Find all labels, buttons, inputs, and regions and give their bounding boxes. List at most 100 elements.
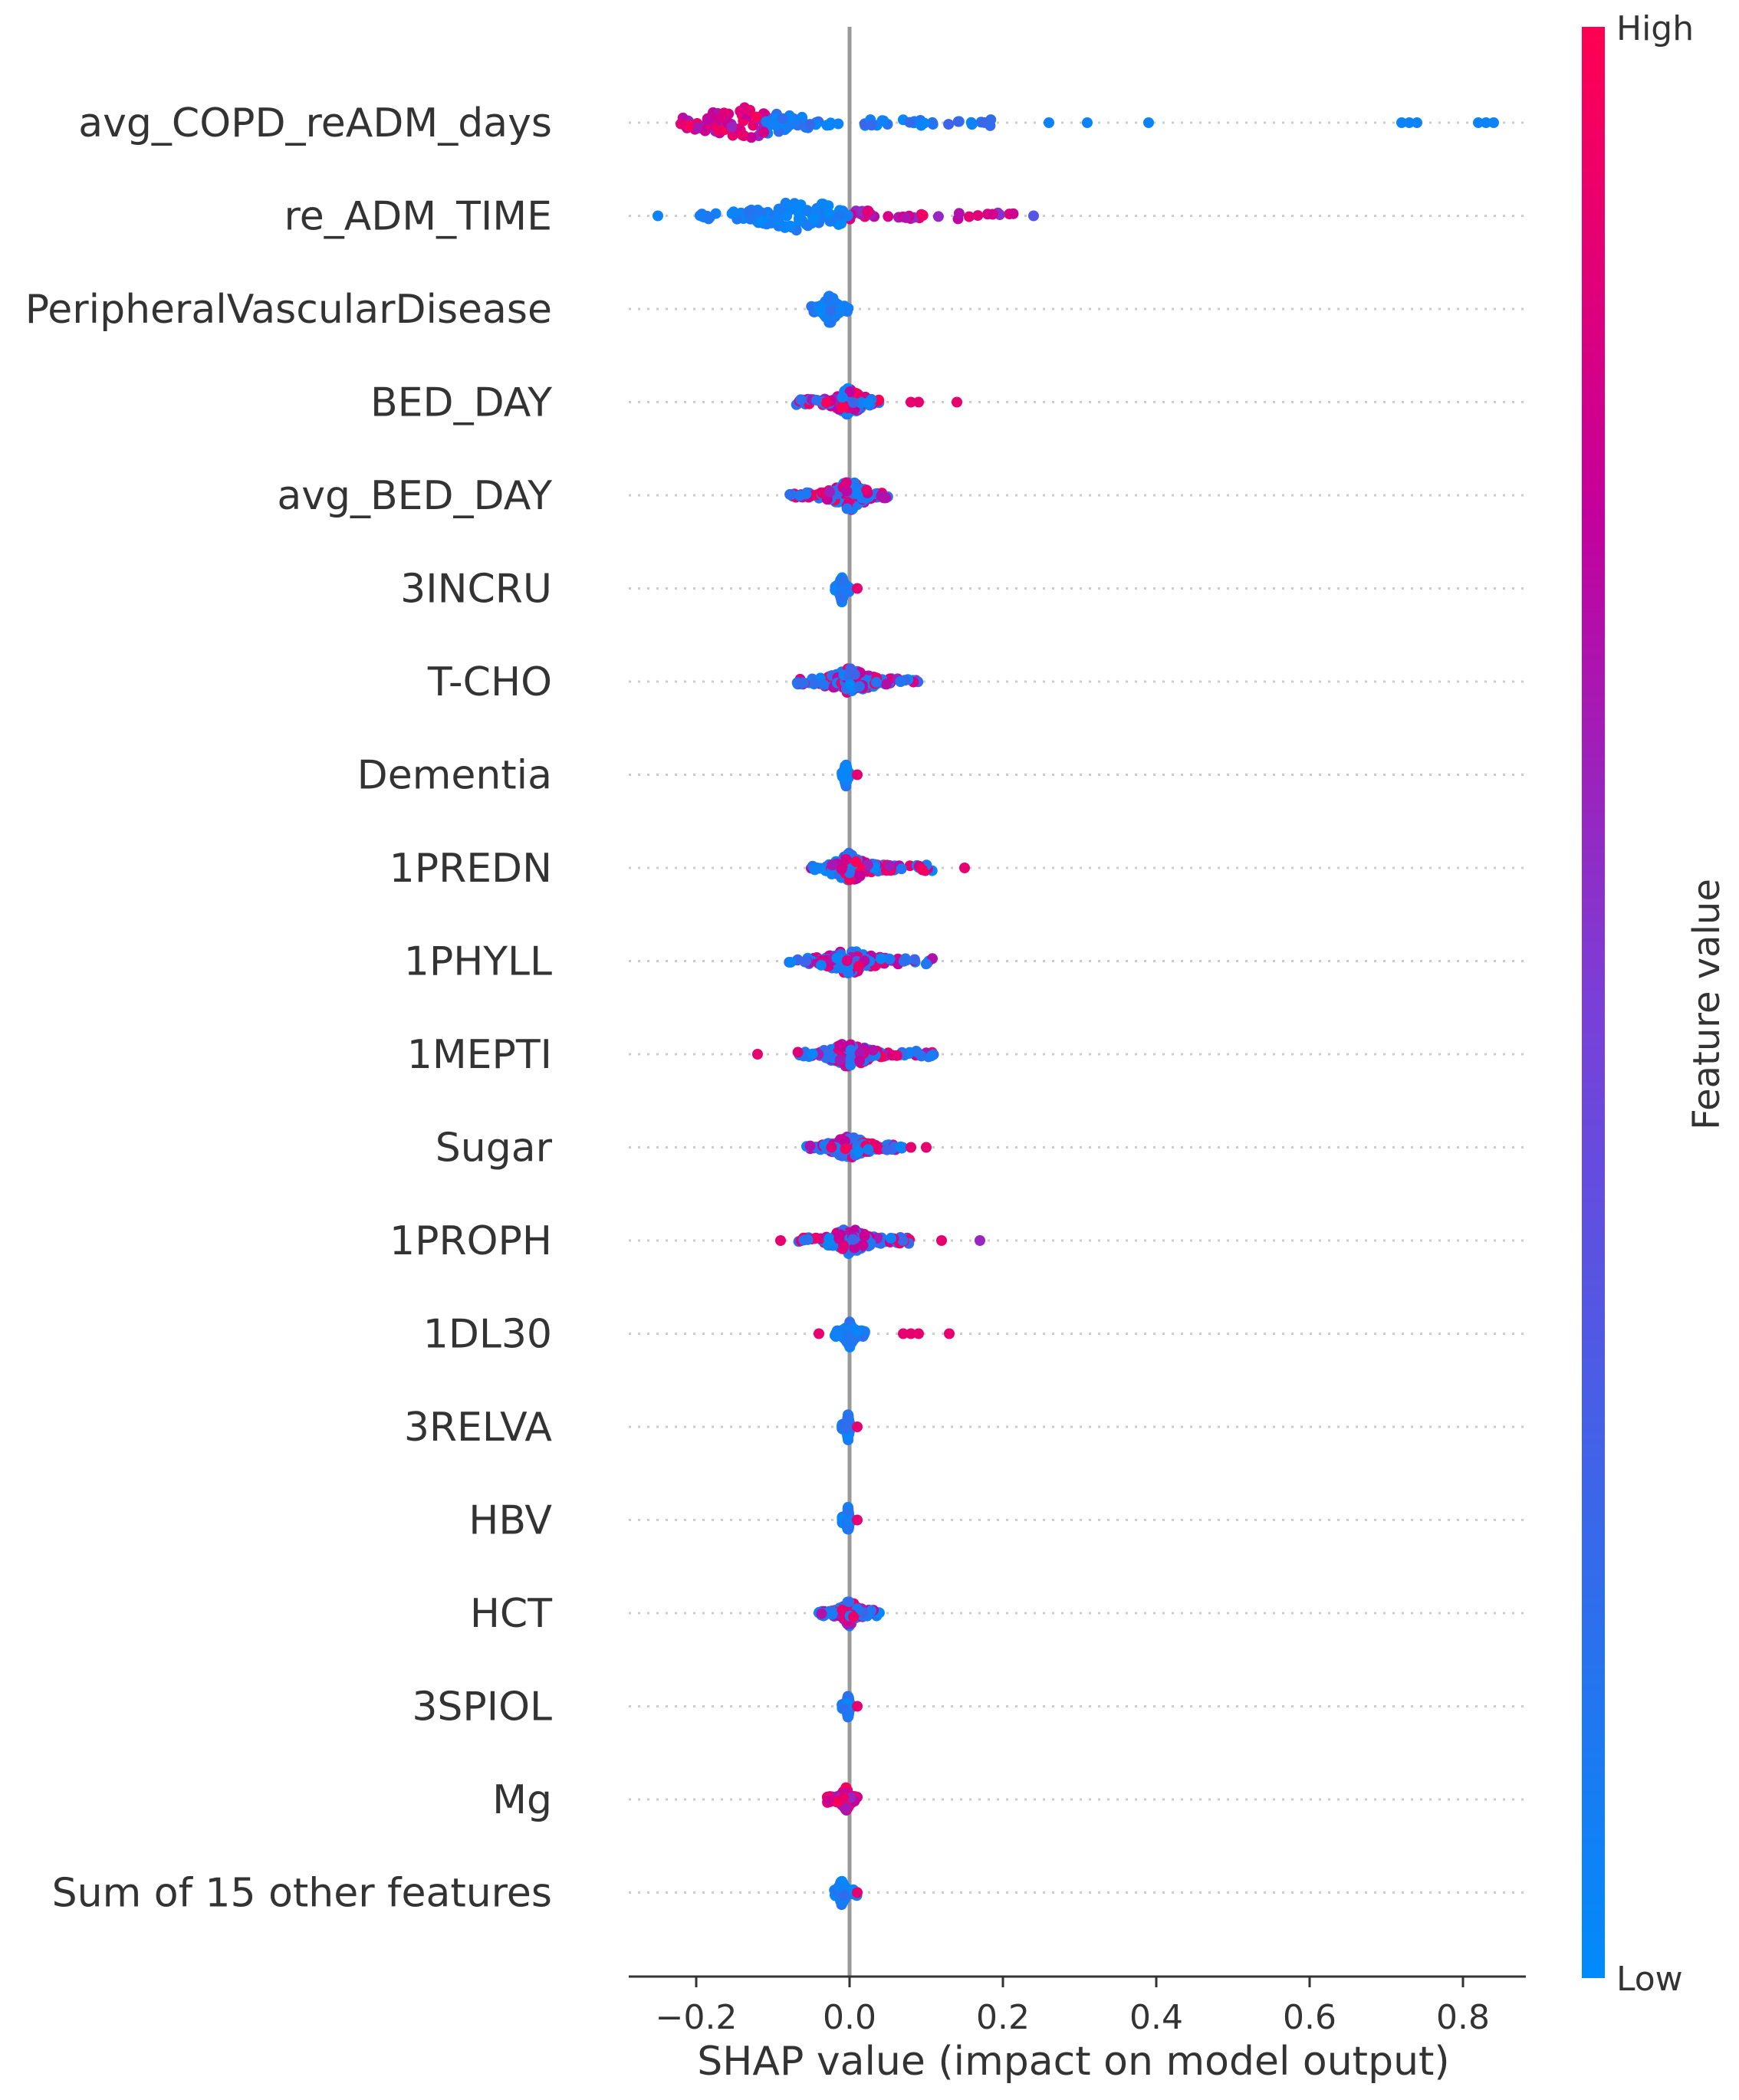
row-gridlines — [629, 121, 1526, 1894]
feature-label: Sum of 15 other features — [52, 1871, 552, 1917]
shap-outlier-point — [852, 769, 863, 781]
feature-label: 1DL30 — [423, 1312, 552, 1358]
shap-point — [840, 477, 852, 488]
feature-label: HBV — [468, 1498, 552, 1544]
feature-labels: avg_COPD_reADM_days re_ADM_TIME Peripheral… — [25, 100, 553, 1917]
shap-point — [841, 503, 853, 514]
feature-label: 1MEPTI — [407, 1032, 552, 1078]
shap-point — [853, 869, 865, 881]
shap-point — [847, 1234, 859, 1245]
shap-outlier-point — [1082, 117, 1093, 128]
shap-point — [840, 1143, 851, 1155]
shap-point — [795, 394, 807, 406]
shap-point — [842, 1709, 853, 1720]
shap-point — [795, 199, 807, 211]
shap-outlier-point — [852, 1701, 863, 1712]
feature-label: 1PREDN — [390, 846, 552, 892]
feature-label: 3RELVA — [404, 1405, 553, 1451]
shap-point — [797, 111, 807, 123]
shap-outlier-point — [852, 1887, 863, 1898]
shap-point — [820, 397, 832, 408]
shap-point — [904, 117, 916, 128]
shap-point — [917, 864, 928, 876]
shap-point — [840, 854, 852, 865]
shap-point — [833, 1233, 845, 1244]
x-axis: −0.2 0.0 0.2 0.4 0.6 0.8 — [629, 1975, 1526, 2037]
shap-point — [919, 117, 930, 129]
shap-outlier-point — [906, 396, 916, 408]
shap-point — [867, 1044, 879, 1056]
shap-point — [843, 1596, 855, 1608]
shap-point — [843, 1515, 855, 1527]
shap-point — [676, 118, 686, 130]
shap-point — [784, 488, 796, 500]
shap-point — [838, 1792, 849, 1803]
shap-point — [804, 119, 816, 130]
shap-point — [735, 106, 746, 117]
shap-point — [853, 681, 865, 692]
shap-point — [777, 113, 788, 124]
feature-label: PeripheralVascularDisease — [25, 287, 552, 333]
colorbar-high-label: High — [1616, 9, 1694, 48]
shap-point — [862, 206, 873, 218]
shap-point — [808, 677, 820, 688]
shap-point — [839, 766, 850, 777]
shap-outlier-point — [944, 1328, 955, 1339]
shap-point — [825, 305, 837, 317]
shap-point — [891, 1050, 902, 1061]
x-tick-label: 0.8 — [1436, 1998, 1490, 2037]
x-tick-label: 0.6 — [1283, 1998, 1336, 2037]
shap-point — [823, 1233, 835, 1244]
feature-label: 1PROPH — [390, 1218, 552, 1264]
shap-point — [909, 954, 920, 965]
shap-point — [827, 1609, 838, 1620]
shap-point — [845, 1792, 856, 1803]
shap-outlier-point — [898, 1328, 909, 1339]
shap-point — [920, 958, 932, 970]
shap-point — [917, 209, 929, 221]
shap-outlier-point — [1143, 117, 1154, 128]
shap-point — [844, 679, 856, 690]
shap-point — [833, 961, 844, 973]
shap-outlier-point — [936, 1235, 947, 1246]
feature-label: BED_DAY — [370, 380, 552, 426]
colorbar-gradient — [1582, 27, 1605, 1978]
shap-point — [758, 127, 770, 138]
shap-point — [953, 208, 965, 219]
x-tick-label: 0.2 — [976, 1998, 1030, 2037]
shap-point — [884, 954, 896, 965]
shap-point — [743, 205, 754, 217]
shap-point — [852, 488, 863, 500]
shap-outlier-point — [913, 396, 924, 408]
shap-point — [849, 1242, 860, 1254]
shap-point — [818, 679, 830, 691]
shap-outlier-point — [1481, 117, 1491, 128]
shap-point — [844, 386, 856, 397]
shap-point — [898, 955, 909, 967]
shap-point — [896, 863, 907, 875]
shap-point — [895, 676, 906, 687]
shap-point — [831, 952, 843, 964]
shap-point — [834, 304, 846, 315]
shap-outlier-point — [921, 1142, 932, 1153]
shap-point — [807, 1048, 818, 1060]
shap-point — [964, 211, 975, 222]
shap-point — [833, 1882, 844, 1894]
shap-point — [792, 1047, 804, 1058]
shap-point — [810, 205, 821, 216]
shap-point — [823, 294, 834, 306]
shap-outlier-point — [1396, 117, 1407, 128]
feature-label: Sugar — [436, 1126, 553, 1172]
shap-point — [771, 213, 783, 225]
shap-point — [966, 119, 978, 130]
shap-outlier-point — [653, 210, 663, 222]
shap-outlier-point — [1404, 117, 1415, 128]
feature-label: avg_BED_DAY — [277, 473, 552, 519]
shap-outlier-point — [775, 1235, 786, 1246]
shap-point — [745, 132, 757, 143]
colorbar-low-label: Low — [1616, 1960, 1683, 1999]
shap-point — [755, 207, 767, 219]
shap-point — [848, 1612, 859, 1622]
shap-point — [761, 116, 772, 127]
shap-point — [694, 210, 705, 222]
